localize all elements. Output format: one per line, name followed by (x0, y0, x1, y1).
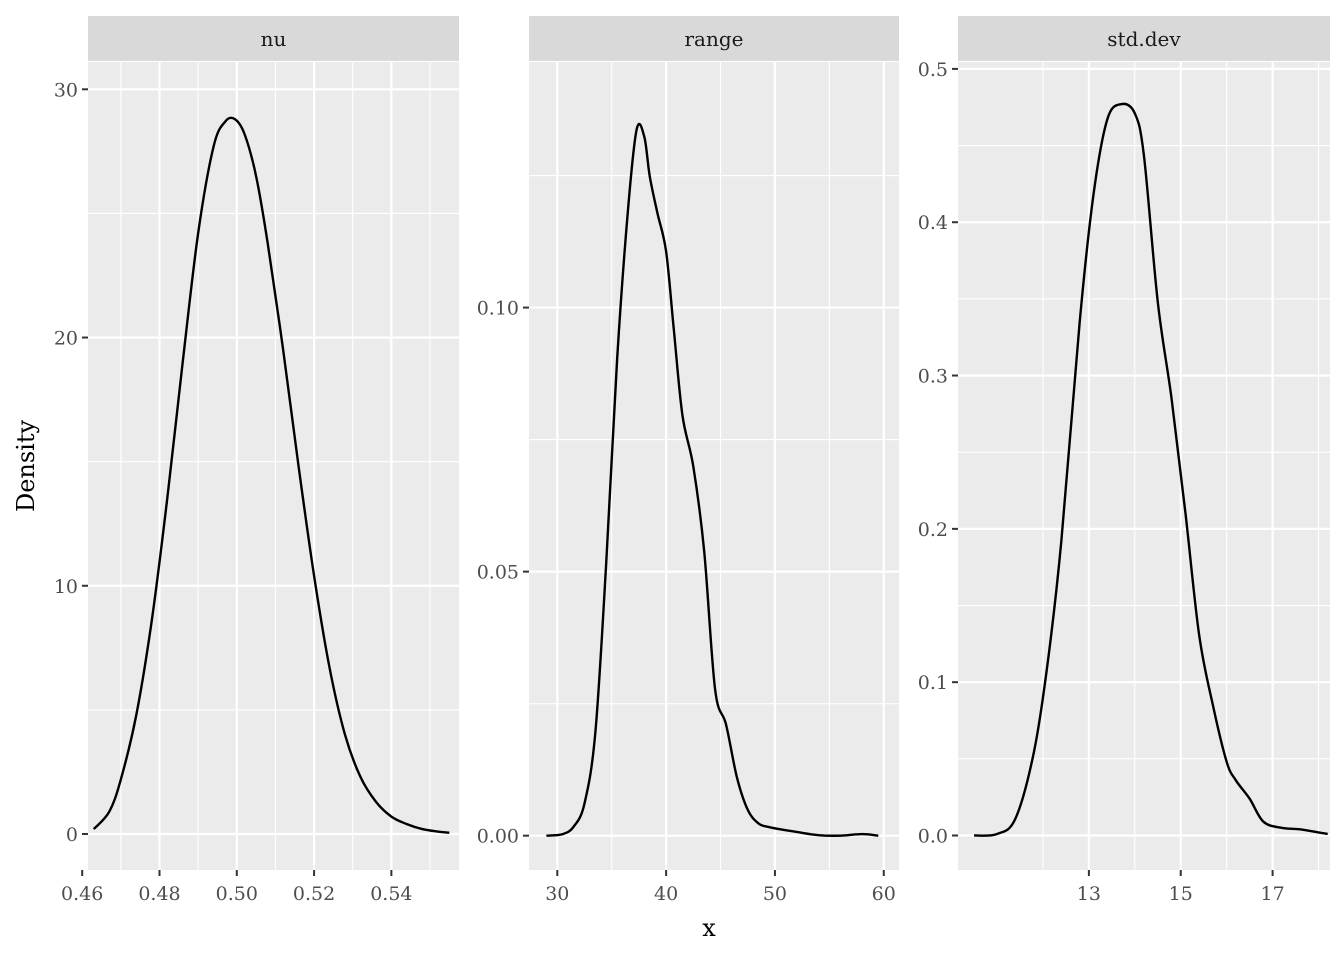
y-tick-label: 0.1 (918, 672, 948, 694)
facet-panel-background (88, 62, 459, 870)
x-tick-label: 0.48 (138, 883, 180, 905)
y-tick-label: 20 (54, 328, 78, 350)
y-tick-label: 0.05 (477, 562, 519, 584)
density-curve (973, 102, 1328, 837)
x-tick-label: 50 (763, 883, 787, 905)
x-tick-label: 17 (1260, 883, 1284, 905)
x-tick-label: 60 (872, 883, 896, 905)
x-tick-label: 15 (1169, 883, 1193, 905)
facet-strip (529, 16, 899, 61)
x-tick-label: 0.46 (61, 883, 103, 905)
facet-strip-label: std.dev (1107, 27, 1181, 51)
y-axis-title: Density (12, 420, 40, 513)
x-tick-label: 0.50 (216, 883, 258, 905)
y-tick-label: 0.2 (918, 519, 948, 541)
x-axis-title: x (702, 914, 716, 942)
y-tick-label: 0.0 (918, 826, 948, 848)
x-tick-label: 0.54 (370, 883, 412, 905)
facet-strip-label: nu (261, 27, 287, 51)
facet-strip (88, 16, 459, 61)
x-tick-label: 30 (545, 883, 569, 905)
x-tick-label: 40 (654, 883, 678, 905)
y-tick-label: 0.4 (918, 212, 948, 234)
facet-nu: nu 0 10 20 30 0.46 0.48 0.50 0.52 0.54 (54, 16, 459, 905)
facet-range: range 0.00 0.05 0.10 30 40 50 60 (477, 16, 899, 905)
density-curve (546, 122, 879, 837)
x-tick-label: 0.52 (293, 883, 335, 905)
facet-panel-background (529, 62, 899, 870)
y-tick-label: 10 (54, 576, 78, 598)
density-curve (92, 116, 450, 834)
y-tick-label: 0.10 (477, 298, 519, 320)
facets-group: nu 0 10 20 30 0.46 0.48 0.50 0.52 0.54 range 0.00 0.… (54, 16, 1330, 905)
x-tick-label: 13 (1077, 883, 1101, 905)
y-tick-label: 0.3 (918, 366, 948, 388)
y-tick-label: 30 (54, 79, 78, 101)
y-tick-label: 0.00 (477, 826, 519, 848)
facet-std-dev: std.dev 0.0 0.1 0.2 0.3 0.4 0.5 13 15 17 (918, 16, 1330, 905)
y-tick-label: 0 (66, 824, 78, 846)
facet-panel-background (958, 62, 1330, 870)
facet-strip-label: range (684, 27, 743, 51)
y-tick-label: 0.5 (918, 59, 948, 81)
facet-strip (958, 16, 1330, 61)
